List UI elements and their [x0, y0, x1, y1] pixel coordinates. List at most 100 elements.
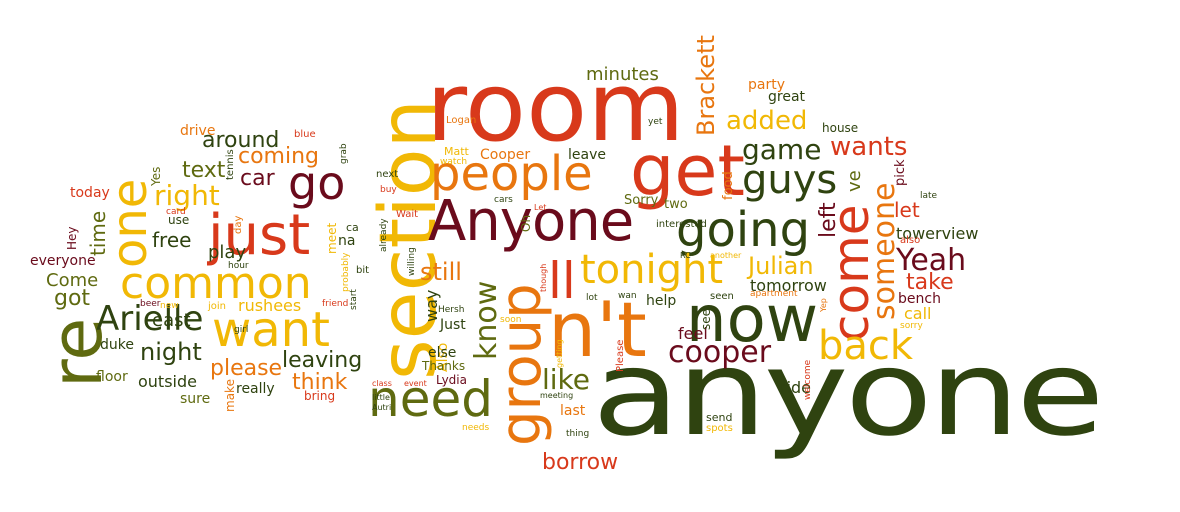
- word-hersh: Hersh: [438, 305, 465, 315]
- word-watch: watch: [440, 157, 468, 167]
- word-please-cap: Please: [615, 339, 626, 372]
- word-yeah: Yeah: [896, 243, 967, 278]
- word-day: day: [233, 215, 244, 234]
- word-floor: floor: [96, 369, 128, 385]
- word-want: want: [212, 302, 330, 358]
- word-lot: lot: [586, 293, 598, 303]
- word-help: help: [646, 293, 677, 309]
- word-probably: probably: [341, 252, 351, 293]
- word-come-cap: Come: [46, 270, 99, 291]
- word-start: start: [349, 289, 359, 310]
- word-new: new: [160, 301, 179, 311]
- word-time: time: [86, 210, 110, 256]
- word-ve: ve: [844, 170, 865, 192]
- word-wan: wan: [618, 291, 637, 301]
- word-need: need: [368, 370, 493, 428]
- word-east: east: [152, 310, 191, 331]
- word-ll: ll: [548, 252, 576, 310]
- word-nt: n't: [548, 285, 647, 374]
- word-got: got: [54, 286, 91, 311]
- word-borrow: borrow: [542, 450, 619, 475]
- word-anyone-cap: Anyone: [428, 189, 634, 254]
- word-go: go: [288, 156, 346, 210]
- word-everyone: everyone: [30, 253, 96, 269]
- word-hour: hour: [228, 261, 249, 271]
- word-apartment: apartment: [750, 289, 798, 299]
- word-bit: bit: [356, 265, 370, 276]
- word-grab: grab: [339, 143, 349, 164]
- word-around: around: [202, 128, 280, 153]
- word-really: really: [236, 381, 275, 397]
- word-people: people: [430, 146, 593, 202]
- word-thing: thing: [566, 429, 590, 439]
- word-house: house: [822, 121, 859, 135]
- word-cars: cars: [494, 195, 513, 205]
- word-oh: Oh: [519, 214, 533, 232]
- word-event: event: [404, 379, 427, 388]
- word-like: like: [542, 363, 591, 396]
- word-food: food: [721, 171, 736, 200]
- word-matt: Matt: [444, 145, 469, 158]
- word-little: little: [372, 393, 390, 402]
- word-take: take: [906, 270, 954, 295]
- word-beer: beer: [140, 299, 161, 309]
- word-duke: duke: [100, 337, 134, 353]
- word-bench: bench: [898, 291, 941, 307]
- word-spots: spots: [706, 423, 733, 434]
- word-guys: guys: [742, 157, 838, 203]
- word-two: two: [664, 197, 688, 212]
- word-wait: Wait: [396, 209, 419, 220]
- word-soon: soon: [500, 315, 522, 325]
- word-though: though: [539, 263, 548, 292]
- word-next: next: [376, 169, 399, 180]
- word-see: see: [699, 308, 713, 330]
- word-minutes: minutes: [586, 64, 659, 85]
- word-welcome: welcome: [803, 359, 813, 400]
- word-anyone-lower: anyone: [592, 324, 1105, 462]
- word-leave: leave: [568, 147, 606, 163]
- word-right: right: [154, 179, 220, 212]
- word-sorry-cap: Sorry: [624, 193, 659, 208]
- word-late: late: [920, 191, 938, 201]
- word-play: play: [208, 242, 247, 263]
- word-rushees: rushees: [238, 296, 302, 315]
- word-arielle: Arielle: [96, 299, 204, 339]
- word-lydia: Lydia: [436, 373, 467, 387]
- word-free: free: [152, 228, 192, 252]
- word-today: today: [70, 185, 110, 201]
- word-join: join: [208, 301, 227, 312]
- word-get: get: [630, 130, 745, 212]
- word-wants: wants: [830, 132, 908, 162]
- word-sorry-lower: sorry: [900, 321, 923, 331]
- word-rc: RC: [680, 251, 691, 260]
- word-getting: getting: [555, 339, 564, 368]
- word-cooper-lower: cooper: [668, 335, 772, 370]
- word-yes: Yes: [149, 166, 163, 186]
- word-coming: coming: [238, 144, 320, 169]
- word-let: let: [894, 198, 920, 222]
- word-cooper-cap: Cooper: [480, 147, 531, 163]
- word-let-cap: Let: [534, 203, 547, 212]
- word-sure: sure: [180, 391, 211, 407]
- word-card: card: [166, 207, 186, 217]
- word-call: call: [904, 304, 932, 323]
- word-text: text: [182, 158, 226, 183]
- word-brackett: Brackett: [692, 35, 720, 136]
- word-else: else: [428, 345, 457, 361]
- word-interested: interested: [656, 219, 707, 230]
- word-pick: pick: [893, 159, 908, 186]
- word-send: send: [706, 411, 733, 424]
- word-night: night: [140, 338, 202, 366]
- word-na: na: [338, 233, 356, 249]
- word-girl: girl: [234, 325, 249, 335]
- word-just: just: [208, 203, 311, 268]
- word-still: still: [420, 258, 462, 286]
- word-outside: outside: [138, 372, 197, 391]
- word-last: last: [560, 403, 586, 419]
- word-now: now: [686, 283, 819, 357]
- word-thanks: Thanks: [422, 359, 466, 373]
- word-left: left: [816, 202, 841, 238]
- word-know: know: [469, 280, 504, 360]
- word-class: class: [372, 379, 392, 388]
- word-friend: friend: [322, 299, 349, 309]
